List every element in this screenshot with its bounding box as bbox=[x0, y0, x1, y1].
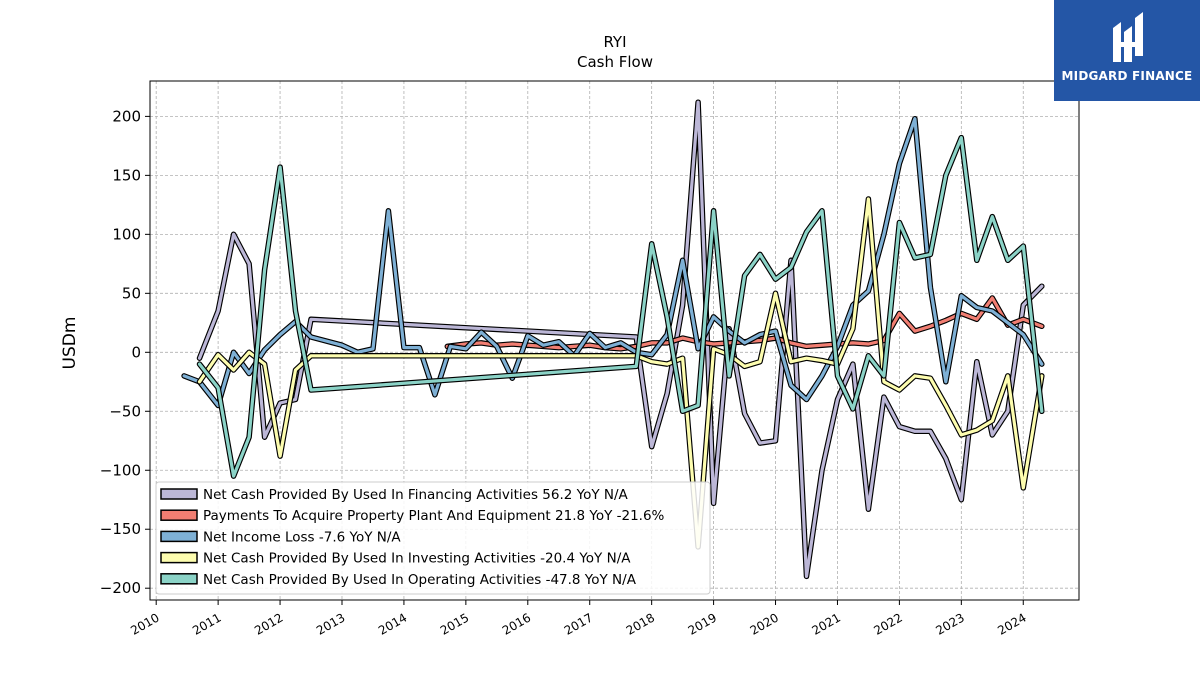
legend-swatch bbox=[160, 530, 198, 543]
series-line-2 bbox=[182, 117, 1044, 407]
x-tick-label: 2011 bbox=[190, 610, 223, 637]
x-tick-label: 2015 bbox=[438, 610, 471, 637]
series-line-3 bbox=[197, 197, 1044, 549]
y-tick-label: 0 bbox=[131, 343, 141, 361]
legend-swatch bbox=[160, 488, 198, 500]
legend-swatch bbox=[160, 551, 198, 564]
legend-swatch bbox=[160, 573, 198, 585]
x-tick-label: 2020 bbox=[748, 610, 781, 637]
x-tick-label: 2016 bbox=[500, 610, 533, 637]
legend-box bbox=[155, 481, 711, 595]
x-tick-label: 2024 bbox=[995, 610, 1028, 637]
legend-label: Net Cash Provided By Used In Financing A… bbox=[203, 487, 629, 503]
x-tick-label: 2017 bbox=[562, 610, 595, 637]
y-tick-label: −150 bbox=[100, 520, 141, 538]
series-layer bbox=[181, 99, 1045, 580]
brand-logo: MIDGARD FINANCE bbox=[1054, 0, 1200, 101]
y-axis-label: USDm bbox=[60, 317, 80, 370]
chart-subtitle: Cash Flow bbox=[577, 53, 653, 71]
x-tick-label: 2013 bbox=[314, 610, 347, 637]
series-line-4 bbox=[197, 136, 1044, 478]
chart-title: RYI bbox=[603, 33, 626, 51]
legend-label: Net Income Loss -7.6 YoY N/A bbox=[203, 529, 401, 545]
legend: Net Cash Provided By Used In Financing A… bbox=[155, 481, 711, 595]
y-tick-label: −200 bbox=[100, 579, 141, 597]
y-tick-label: 50 bbox=[122, 284, 141, 302]
y-tick-label: −50 bbox=[109, 402, 141, 420]
x-tick-label: 2012 bbox=[252, 610, 285, 637]
x-tick-label: 2022 bbox=[871, 610, 904, 637]
series-outline-4 bbox=[196, 134, 1045, 479]
y-tick-label: 150 bbox=[112, 166, 141, 184]
legend-swatch bbox=[160, 509, 198, 521]
plot-frame bbox=[149, 80, 1080, 601]
y-tick-label: 200 bbox=[112, 107, 141, 125]
legend-label: Payments To Acquire Property Plant And E… bbox=[203, 508, 665, 524]
brand-name: MIDGARD FINANCE bbox=[1061, 69, 1193, 83]
x-tick-label: 2018 bbox=[624, 610, 657, 637]
x-tick-label: 2010 bbox=[128, 610, 161, 637]
x-tick-label: 2014 bbox=[376, 610, 409, 637]
brand-logo-icon bbox=[1113, 12, 1143, 62]
y-tick-label: −100 bbox=[100, 461, 141, 479]
x-tick-label: 2019 bbox=[686, 610, 719, 637]
legend-label: Net Cash Provided By Used In Operating A… bbox=[203, 572, 637, 588]
series-outline-2 bbox=[181, 115, 1045, 409]
x-tick-label: 2021 bbox=[810, 610, 843, 637]
x-tick-label: 2023 bbox=[933, 610, 966, 637]
legend-label: Net Cash Provided By Used In Investing A… bbox=[203, 551, 631, 567]
y-tick-label: 100 bbox=[112, 225, 141, 243]
